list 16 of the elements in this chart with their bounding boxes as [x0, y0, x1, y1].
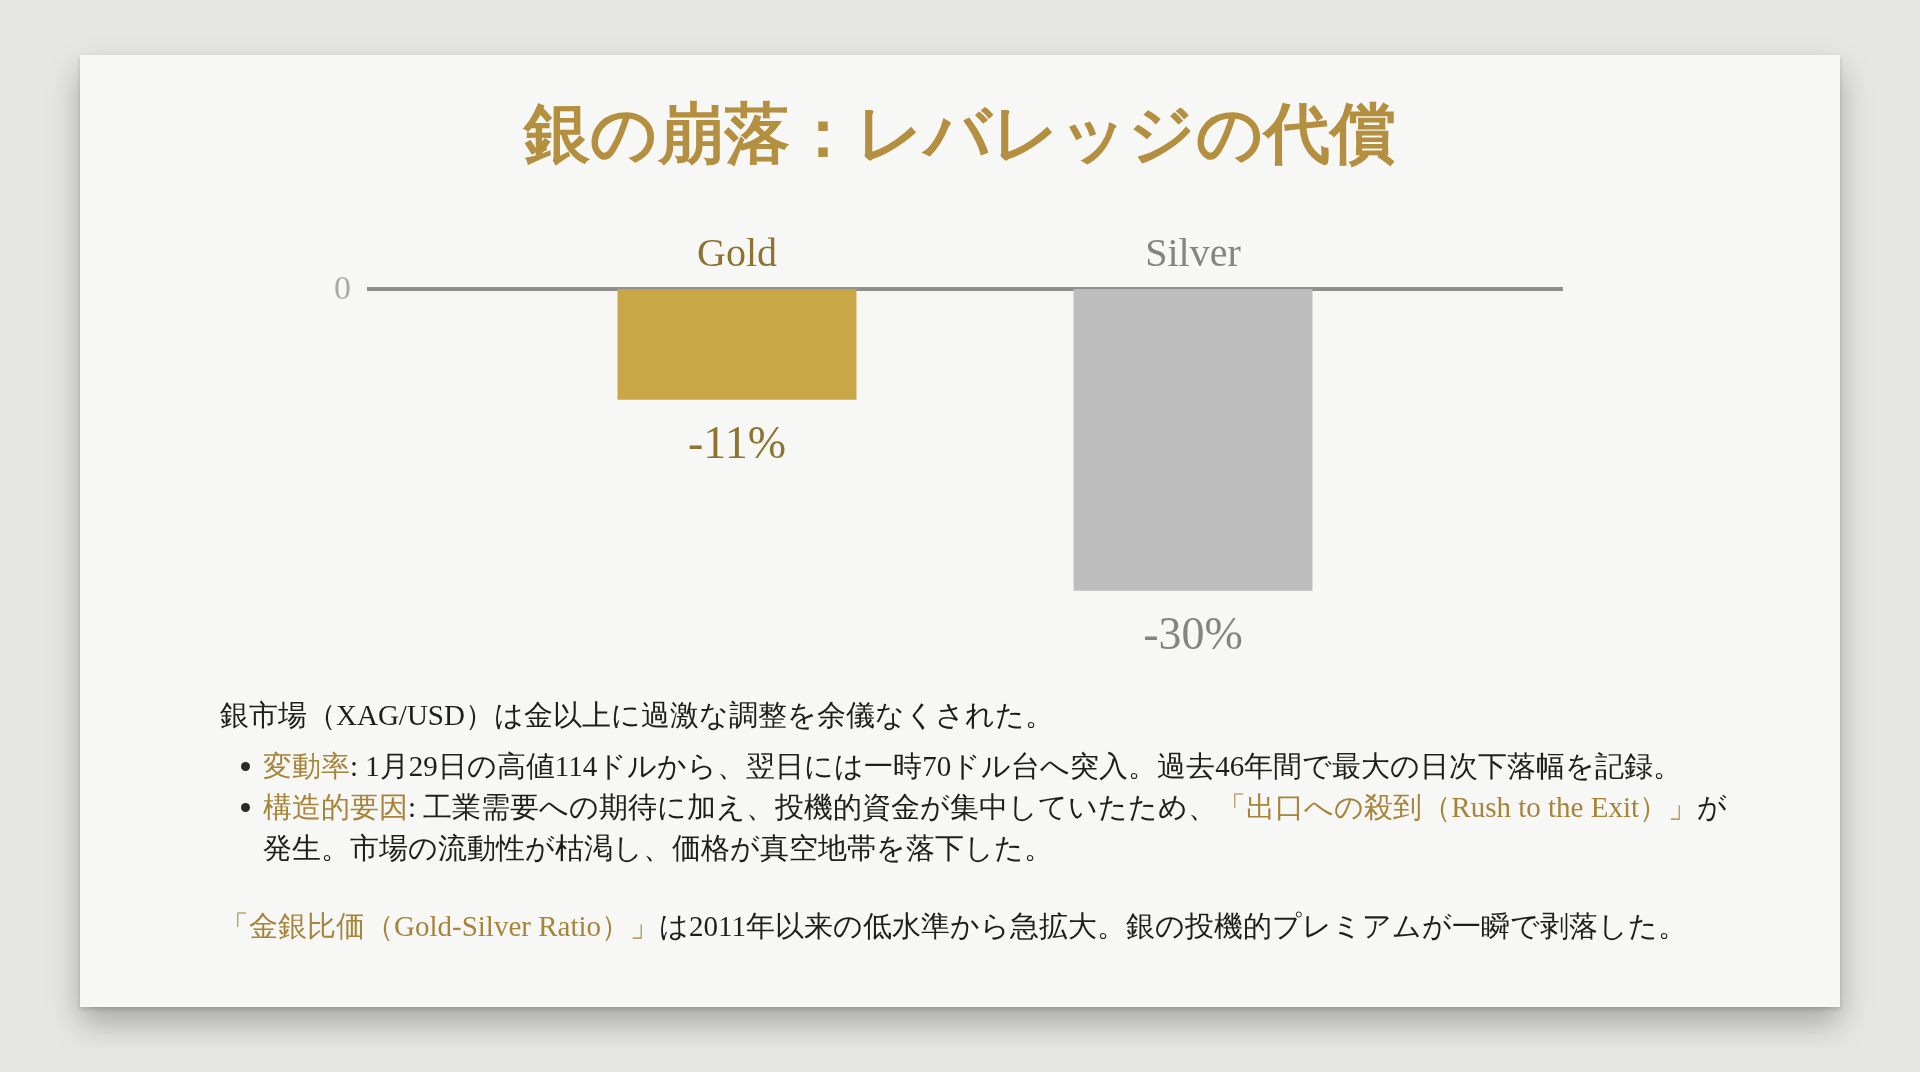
- chart-title: 銀の崩落：レバレッジの代償: [522, 96, 1397, 172]
- x-tick-label: Silver: [1145, 229, 1241, 275]
- text: 変動率: [263, 750, 350, 782]
- text: 構造的要因: [263, 791, 408, 823]
- text: 「出口への殺到（Rush to the Exit）」: [1217, 791, 1698, 823]
- text: は2011年以来の低水準から急拡大。銀の投機的プレミアムが一瞬で剥落した。: [659, 910, 1687, 942]
- x-tick-label: Gold: [697, 229, 777, 275]
- text: 0: [334, 268, 351, 306]
- data-label: -30%: [1143, 607, 1243, 659]
- data-label: -11%: [688, 416, 786, 468]
- text: 発生。市場の流動性が枯渇し、価格が真空地帯を落下した。: [263, 832, 1053, 864]
- text: 銀市場（XAG/USD）は金以上に過激な調整を余儀なくされた。: [220, 699, 1054, 731]
- text: : 工業需要への期待に加え、投機的資金が集中していたため、: [408, 791, 1218, 823]
- text: : 1月29日の高値114ドルから、翌日には一時70ドル台へ突入。過去46年間で最大の日次下落幅を記録。: [350, 750, 1683, 782]
- text: 「金銀比価（Gold-Silver Ratio）」: [220, 910, 660, 942]
- text: が: [1697, 791, 1728, 823]
